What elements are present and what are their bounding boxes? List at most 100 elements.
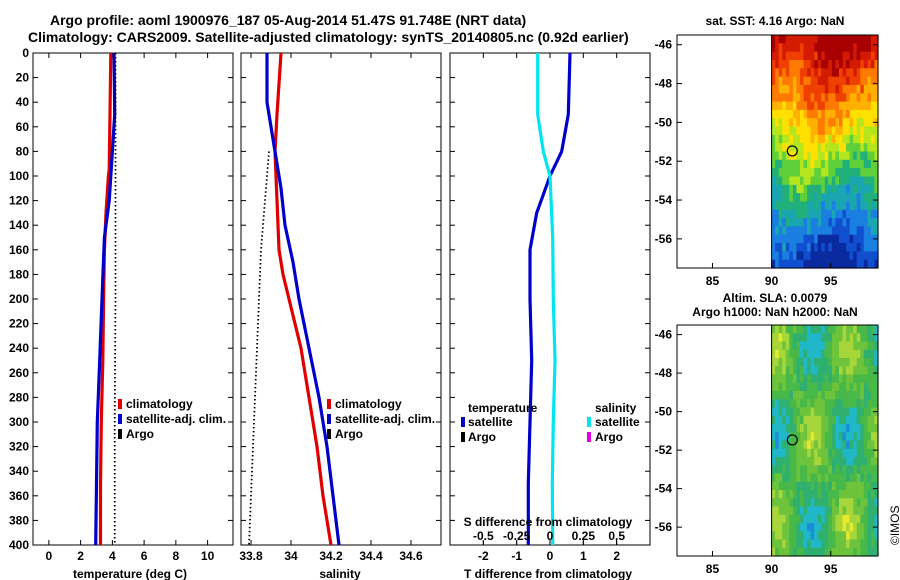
sla-cell (778, 440, 783, 450)
sla-cell (853, 539, 858, 549)
sla-cell (867, 366, 872, 376)
sla-cell (863, 531, 868, 541)
sla-cell (807, 457, 812, 466)
sst-cell (853, 159, 858, 169)
sla-cell (870, 498, 875, 508)
sla-cell (846, 374, 851, 384)
sst-cell (810, 201, 815, 211)
sst-cell (778, 259, 783, 269)
sla-cell (860, 457, 865, 466)
sst-cell (839, 184, 844, 194)
sla-cell (863, 333, 868, 343)
sst-cell (831, 168, 836, 177)
temperature-legend-label: climatology (126, 397, 193, 411)
sst-cell (792, 226, 797, 236)
sla-cell (810, 539, 815, 549)
sst-cell (796, 226, 801, 236)
sla-cell (810, 440, 815, 450)
sla-cell (775, 473, 780, 483)
sla-cell (796, 498, 801, 508)
sst-cell (839, 76, 844, 86)
sst-cell (778, 60, 783, 69)
sst-cell (796, 101, 801, 111)
sla-cell (867, 481, 872, 491)
sla-cell (828, 473, 833, 483)
sla-cell (817, 333, 822, 343)
sla-cell (775, 424, 780, 433)
sst-cell (839, 93, 844, 103)
sla-cell (863, 465, 868, 475)
sst-cell (874, 176, 879, 186)
sst-cell (775, 176, 780, 186)
sst-cell (810, 76, 815, 86)
sst-cell (800, 109, 805, 119)
sla-cell (856, 490, 861, 499)
sst-cell (853, 243, 858, 252)
sst-cell (835, 151, 840, 161)
sst-cell (796, 43, 801, 53)
sla-cell (807, 531, 812, 541)
sla-cell (853, 374, 858, 384)
sst-cell (860, 159, 865, 169)
sla-cell (846, 547, 851, 557)
sst-cell (831, 259, 836, 269)
sst-cell (867, 201, 872, 211)
sst-cell (775, 226, 780, 236)
sst-cell (775, 184, 780, 194)
sst-cell (789, 60, 794, 69)
sla-cell (803, 547, 808, 557)
sla-cell (821, 473, 826, 483)
sla-cell (842, 374, 847, 384)
sst-cell (849, 168, 854, 177)
sla-cell (835, 382, 840, 392)
sla-cell (831, 490, 836, 499)
sst-cell (870, 43, 875, 53)
sst-cell (853, 226, 858, 236)
sst-cell (817, 176, 822, 186)
sla-cell (828, 349, 833, 359)
sst-cell (870, 184, 875, 194)
sst-cell (807, 234, 812, 244)
sst-cell (817, 118, 822, 128)
sla-cell (800, 407, 805, 417)
temperature-frame (32, 52, 234, 546)
sla-cell (785, 341, 790, 351)
sla-cell (782, 424, 787, 433)
sla-cell (831, 399, 836, 409)
sla-cell (846, 481, 851, 491)
sst-cell (856, 218, 861, 227)
sla-cell (771, 432, 776, 442)
sla-cell (782, 415, 787, 425)
sst-cell (828, 43, 833, 53)
sla-cell (863, 473, 868, 483)
sst-cell (874, 184, 879, 194)
sla-cell (863, 382, 868, 392)
sst-cell (789, 218, 794, 227)
sst-cell (807, 209, 812, 219)
sla-cell (831, 481, 836, 491)
sla-cell (789, 539, 794, 549)
sla-cell (775, 432, 780, 442)
sla-cell (831, 358, 836, 367)
salinity-legend-swatch (327, 399, 331, 409)
sla-cell (863, 374, 868, 384)
sst-cell (831, 126, 836, 136)
sst-cell (863, 51, 868, 61)
sst-cell (796, 126, 801, 136)
sst-cell (856, 35, 861, 44)
sla-cell (839, 448, 844, 458)
sst-cell (853, 68, 858, 78)
sla-cell (849, 473, 854, 483)
sla-cell (831, 374, 836, 384)
temperature-legend-label: Argo (126, 427, 154, 441)
sla-cell (874, 539, 879, 549)
sst-cell (817, 251, 822, 261)
sst-cell (874, 60, 879, 69)
sst-cell (778, 243, 783, 252)
sst-cell (803, 226, 808, 236)
sst-cell (810, 151, 815, 161)
sst-cell (860, 68, 865, 78)
sst-cell (814, 251, 819, 261)
sst-cell (789, 159, 794, 169)
sst-cell (800, 209, 805, 219)
